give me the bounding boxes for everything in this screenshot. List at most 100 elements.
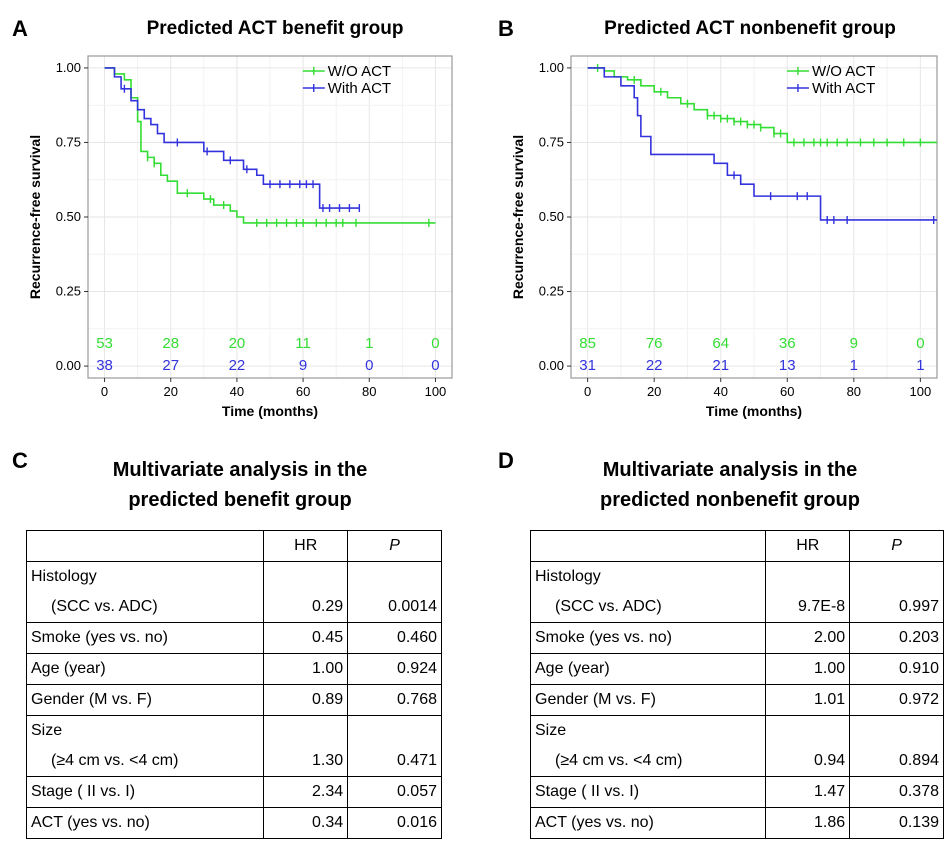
row-p: 0.768 <box>347 684 442 716</box>
row-cell-empty <box>263 561 349 592</box>
row-cell-empty <box>765 715 851 746</box>
row-label: Smoke (yes vs. no) <box>529 622 767 654</box>
table-c-title: Multivariate analysis in the predicted b… <box>40 455 440 515</box>
row-p: 0.016 <box>347 807 442 839</box>
x-tick-label: 60 <box>780 384 794 399</box>
row-p: 0.924 <box>347 653 442 685</box>
row-hr: 2.34 <box>263 776 349 808</box>
row-p: 0.139 <box>849 807 944 839</box>
row-cell-empty <box>849 561 944 592</box>
row-hr: 1.00 <box>263 653 349 685</box>
row-hr: 2.00 <box>765 622 851 654</box>
at-risk-count: 22 <box>646 357 663 374</box>
at-risk-count: 9 <box>299 357 307 374</box>
y-tick-label: 0.00 <box>56 358 81 373</box>
legend-label: W/O ACT <box>812 63 875 80</box>
panel-letter-b: B <box>498 16 514 41</box>
row-label-sub: (SCC vs. ADC) <box>25 592 265 623</box>
y-axis-label: Recurrence-free survival <box>27 135 43 299</box>
table-row: Size <box>25 715 442 746</box>
row-cell-empty <box>263 715 349 746</box>
y-tick-label: 0.75 <box>56 134 81 149</box>
row-label-sub: (≥4 cm vs. <4 cm) <box>529 746 767 777</box>
series-line-with-act <box>104 67 360 209</box>
x-tick-label: 20 <box>647 384 661 399</box>
table-row: (SCC vs. ADC) 0.29 0.0014 <box>25 592 442 623</box>
row-p: 0.471 <box>347 746 442 777</box>
x-axis-label: Time (months) <box>222 403 318 419</box>
row-label: Smoke (yes vs. no) <box>25 622 265 654</box>
at-risk-count: 53 <box>96 335 113 352</box>
row-hr: 1.30 <box>263 746 349 777</box>
table-c-title-line1: Multivariate analysis in the <box>112 459 368 481</box>
row-p: 0.910 <box>849 653 944 685</box>
legend-label: W/O ACT <box>328 63 391 80</box>
x-tick-label: 100 <box>910 384 932 399</box>
panel-title-a: Predicted ACT benefit group <box>146 18 404 39</box>
x-axis-label: Time (months) <box>706 403 802 419</box>
y-tick-label: 0.00 <box>539 358 564 373</box>
row-label: Histology <box>529 561 767 592</box>
y-tick-label: 0.50 <box>56 209 81 224</box>
at-risk-count: 11 <box>295 335 311 352</box>
row-label: Size <box>529 715 767 746</box>
y-tick-label: 0.50 <box>539 209 564 224</box>
at-risk-count: 0 <box>916 335 924 352</box>
multivariate-table-benefit: HR P Histology (SCC vs. ADC) 0.29 0.0014… <box>25 530 442 839</box>
row-p: 0.460 <box>347 622 442 654</box>
row-label: Age (year) <box>529 653 767 685</box>
row-label: Gender (M vs. F) <box>25 684 265 716</box>
at-risk-count: 1 <box>916 357 924 374</box>
table-header-row: HR P <box>529 530 944 562</box>
x-tick-label: 20 <box>163 384 177 399</box>
panel-letter-c: C <box>12 448 28 473</box>
series-line-with-act <box>587 67 937 221</box>
at-risk-count: 0 <box>431 357 439 374</box>
at-risk-count: 28 <box>162 335 179 352</box>
series-line-wo-act <box>104 67 436 224</box>
at-risk-count: 85 <box>579 335 596 352</box>
table-d-title-line2: predicted nonbenefit group <box>600 489 860 511</box>
row-hr: 0.34 <box>263 807 349 839</box>
row-label-sub: (SCC vs. ADC) <box>529 592 767 623</box>
row-label: Stage ( II vs. I) <box>529 776 767 808</box>
row-hr: 0.94 <box>765 746 851 777</box>
x-tick-label: 100 <box>425 384 447 399</box>
row-cell-empty <box>765 561 851 592</box>
panel-letter-a: A <box>12 16 28 41</box>
table-c-title-line2: predicted benefit group <box>128 489 352 511</box>
table-d-title: Multivariate analysis in the predicted n… <box>520 455 940 515</box>
table-header-row: HR P <box>25 530 442 562</box>
x-tick-label: 80 <box>847 384 861 399</box>
table-row: Age (year) 1.00 0.910 <box>529 653 944 685</box>
header-p: P <box>347 530 442 562</box>
x-tick-label: 60 <box>296 384 310 399</box>
legend-label: With ACT <box>328 80 391 97</box>
table-row: (SCC vs. ADC) 9.7E-8 0.997 <box>529 592 944 623</box>
table-row: Stage ( II vs. I) 2.34 0.057 <box>25 776 442 808</box>
y-tick-label: 1.00 <box>56 60 81 75</box>
table-row: Gender (M vs. F) 0.89 0.768 <box>25 684 442 716</box>
row-hr: 1.00 <box>765 653 851 685</box>
row-label: Histology <box>25 561 265 592</box>
at-risk-count: 64 <box>712 335 729 352</box>
table-row: Size <box>529 715 944 746</box>
table-row: Histology <box>529 561 944 592</box>
table-row: (≥4 cm vs. <4 cm) 1.30 0.471 <box>25 746 442 777</box>
at-risk-count: 20 <box>229 335 246 352</box>
km-chart-nonbenefit: 0 20 40 60 80 100 0.00 0.25 0.50 0.75 1.00 Time (mo… <box>510 55 938 419</box>
y-tick-label: 0.25 <box>539 284 564 299</box>
table-row: Smoke (yes vs. no) 0.45 0.460 <box>25 622 442 654</box>
row-p: 0.203 <box>849 622 944 654</box>
row-label: Size <box>25 715 265 746</box>
row-p: 0.378 <box>849 776 944 808</box>
row-cell-empty <box>849 715 944 746</box>
at-risk-count: 1 <box>850 357 858 374</box>
row-label: Age (year) <box>25 653 265 685</box>
x-tick-label: 0 <box>584 384 591 399</box>
row-p: 0.997 <box>849 592 944 623</box>
table-row: Histology <box>25 561 442 592</box>
row-label-sub: (≥4 cm vs. <4 cm) <box>25 746 265 777</box>
at-risk-count: 13 <box>779 357 796 374</box>
x-tick-label: 40 <box>713 384 727 399</box>
